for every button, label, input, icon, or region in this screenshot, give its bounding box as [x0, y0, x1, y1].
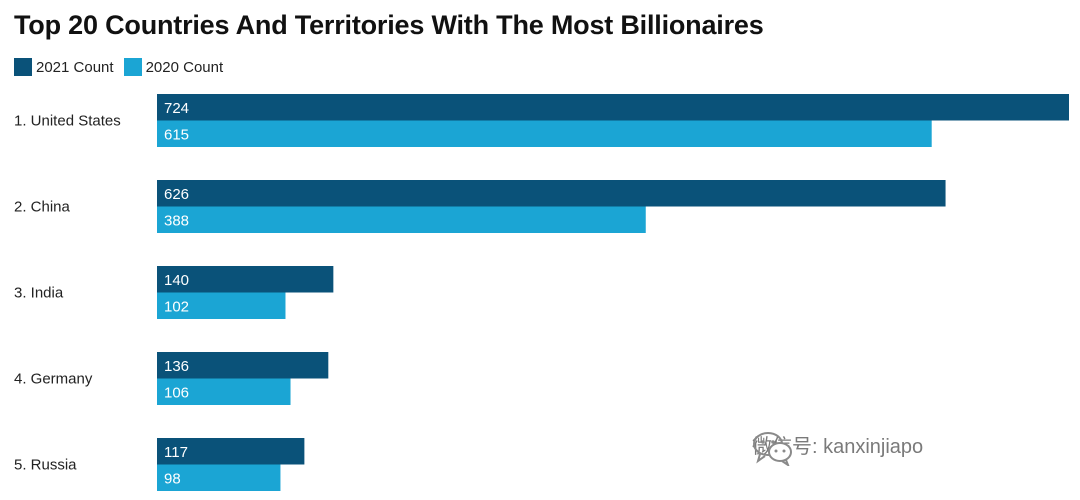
bar-value-label: 98 — [164, 470, 181, 487]
wechat-icon — [753, 432, 792, 466]
bar-value-label: 117 — [164, 444, 188, 461]
bar-2020 — [157, 378, 291, 405]
watermark-text: 微信号: kanxinjiapo — [752, 436, 924, 458]
chart-title: Top 20 Countries And Territories With Th… — [14, 10, 764, 40]
category-label: 2. China — [14, 199, 71, 216]
legend-item-2020: 2020 Count — [123, 58, 224, 76]
watermark: 微信号: kanxinjiapo — [752, 430, 924, 466]
legend-swatch-2020 — [123, 58, 142, 76]
bar-value-label: 626 — [164, 186, 189, 203]
bar-value-label: 102 — [164, 298, 189, 315]
bar-2020 — [157, 120, 932, 147]
category-label: 1. United States — [14, 113, 121, 130]
bar-2020 — [157, 292, 286, 319]
category-label: 3. India — [14, 285, 64, 302]
bar-2021 — [157, 266, 334, 293]
bar-value-label: 136 — [164, 358, 189, 375]
bar-2021 — [157, 352, 329, 379]
bar-value-label: 140 — [164, 272, 189, 289]
bar-value-label: 388 — [164, 212, 189, 229]
bar-2021 — [157, 180, 946, 207]
bar-value-label: 106 — [164, 384, 189, 401]
bar-2020 — [157, 206, 646, 233]
bar-2020 — [157, 464, 281, 491]
bar-value-label: 724 — [164, 100, 189, 117]
category-label: 4. Germany — [14, 371, 93, 388]
legend: 2021 Count 2020 Count — [14, 58, 233, 76]
legend-label-2021: 2021 Count — [36, 58, 114, 76]
legend-label-2020: 2020 Count — [145, 58, 224, 76]
legend-swatch-2021 — [14, 58, 32, 76]
bar-2021 — [157, 94, 1069, 121]
bar-2021 — [157, 438, 305, 465]
category-label: 5. Russia — [14, 457, 77, 474]
bar-value-label: 615 — [164, 126, 189, 143]
legend-item-2021: 2021 Count — [14, 58, 114, 76]
